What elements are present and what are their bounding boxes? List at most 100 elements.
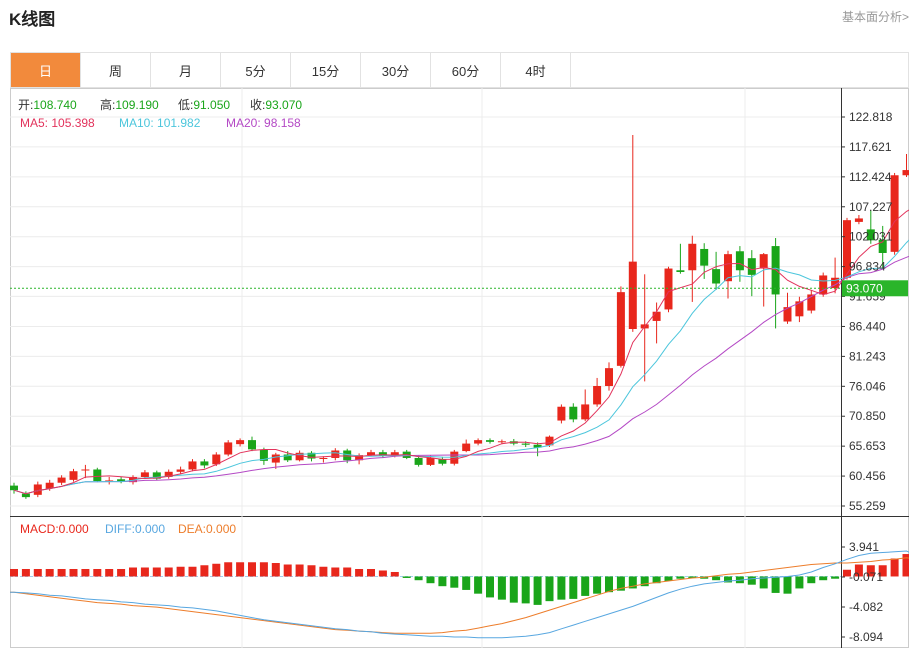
price-tick-label: 117.621 bbox=[849, 140, 892, 154]
kline-chart[interactable]: 122.818 117.621 112.424 107.227 102.031 96.83… bbox=[10, 88, 909, 648]
period-tabs: 日 周 月 5分 15分 30分 60分 4时 bbox=[10, 52, 909, 88]
candle-body bbox=[152, 472, 161, 479]
candle-body bbox=[259, 449, 268, 461]
candle-body bbox=[902, 170, 909, 176]
candle-body bbox=[319, 457, 328, 459]
candle-body bbox=[890, 175, 899, 252]
ma10-label: MA10: 101.982 bbox=[119, 116, 201, 130]
macd-bar bbox=[593, 576, 602, 594]
candle-body bbox=[676, 270, 685, 272]
chart-frame bbox=[10, 88, 909, 648]
candle-body bbox=[735, 251, 744, 271]
macd-bar bbox=[497, 576, 506, 600]
candle-body bbox=[390, 452, 399, 456]
macd-bar bbox=[664, 576, 673, 581]
macd-bar bbox=[10, 568, 18, 577]
tab-30min[interactable]: 30分 bbox=[361, 53, 431, 87]
candle-body bbox=[307, 452, 316, 459]
candle-body bbox=[878, 239, 887, 253]
tab-month[interactable]: 月 bbox=[151, 53, 221, 87]
tab-week[interactable]: 周 bbox=[81, 53, 151, 87]
candle-body bbox=[486, 440, 494, 442]
high-label: 高:109.190 bbox=[100, 97, 159, 112]
macd-bar bbox=[248, 562, 256, 577]
macd-bar bbox=[628, 576, 637, 589]
fundamental-analysis-link[interactable]: 基本面分析> bbox=[841, 10, 909, 24]
macd-bar bbox=[759, 576, 768, 589]
tab-60min[interactable]: 60分 bbox=[431, 53, 501, 87]
price-tick-label: 122.818 bbox=[849, 110, 893, 124]
macd-bar bbox=[164, 567, 173, 577]
macd-bar bbox=[438, 576, 447, 587]
macd-bar bbox=[521, 576, 530, 604]
macd-bar bbox=[81, 568, 90, 577]
candles bbox=[10, 134, 909, 499]
macd-bar bbox=[331, 567, 340, 577]
tab-day[interactable]: 日 bbox=[11, 53, 81, 87]
macd-bar bbox=[343, 567, 352, 577]
macd-bar bbox=[605, 576, 613, 593]
macd-bar bbox=[902, 554, 909, 577]
candle-body bbox=[367, 452, 375, 456]
tab-15min[interactable]: 15分 bbox=[291, 53, 361, 87]
macd-bar bbox=[581, 576, 590, 596]
macd-bar bbox=[129, 567, 137, 577]
macd-bar bbox=[140, 567, 149, 577]
moving-average-lines bbox=[13, 209, 909, 495]
macd-bar bbox=[795, 576, 804, 589]
candle-body bbox=[224, 442, 233, 455]
macd-bar bbox=[783, 576, 792, 594]
candle-body bbox=[378, 452, 387, 456]
macd-bar bbox=[390, 571, 399, 577]
candle-body bbox=[283, 454, 292, 461]
candle-body bbox=[521, 443, 530, 445]
candle-body bbox=[854, 218, 863, 222]
macd-bar bbox=[831, 576, 840, 579]
macd-bar bbox=[474, 576, 483, 594]
current-price-tag bbox=[842, 280, 908, 297]
close-label: 收:93.070 bbox=[250, 98, 302, 112]
candle-body bbox=[93, 469, 102, 482]
macd-bar bbox=[283, 564, 292, 577]
macd-bar bbox=[307, 565, 316, 577]
candle-body bbox=[271, 454, 280, 463]
candle-body bbox=[176, 469, 185, 472]
candle-body bbox=[45, 482, 54, 489]
macd-bar bbox=[688, 576, 697, 578]
candle-body bbox=[533, 444, 542, 448]
price-tick-label: 102.031 bbox=[849, 230, 893, 244]
candle-body bbox=[10, 485, 18, 491]
grid bbox=[10, 88, 909, 648]
candle-body bbox=[545, 436, 554, 446]
candle-body bbox=[69, 471, 78, 480]
macd-bar bbox=[378, 570, 387, 577]
macd-bar bbox=[890, 558, 899, 577]
candle-body bbox=[57, 477, 66, 483]
macd-bar bbox=[771, 576, 780, 593]
candle-body bbox=[843, 220, 851, 278]
macd-bar bbox=[854, 564, 863, 577]
macd-bar bbox=[57, 568, 66, 577]
candle-body bbox=[426, 457, 435, 465]
candle-body bbox=[474, 440, 483, 444]
ma20-label: MA20: 98.158 bbox=[226, 116, 301, 130]
tab-4hour[interactable]: 4时 bbox=[501, 53, 571, 87]
candle-body bbox=[724, 254, 732, 282]
price-tick-label: 112.424 bbox=[849, 170, 892, 184]
price-tick-label: 86.440 bbox=[849, 319, 886, 333]
tab-5min[interactable]: 5分 bbox=[221, 53, 291, 87]
macd-bar bbox=[819, 576, 828, 581]
candle-body bbox=[343, 450, 352, 461]
macd-bar bbox=[188, 566, 197, 577]
candle-body bbox=[557, 406, 566, 421]
macd-bar bbox=[545, 576, 554, 602]
macd-bar bbox=[569, 576, 578, 599]
candle-body bbox=[664, 268, 673, 310]
macd-bar bbox=[117, 568, 126, 577]
candle-body bbox=[129, 476, 137, 483]
macd-tick-label: -0.071 bbox=[849, 570, 883, 584]
chart-title: K线图 bbox=[9, 10, 56, 29]
price-tick-label: 76.046 bbox=[849, 379, 886, 393]
macd-bar bbox=[866, 565, 875, 577]
macd-bar bbox=[105, 568, 114, 577]
